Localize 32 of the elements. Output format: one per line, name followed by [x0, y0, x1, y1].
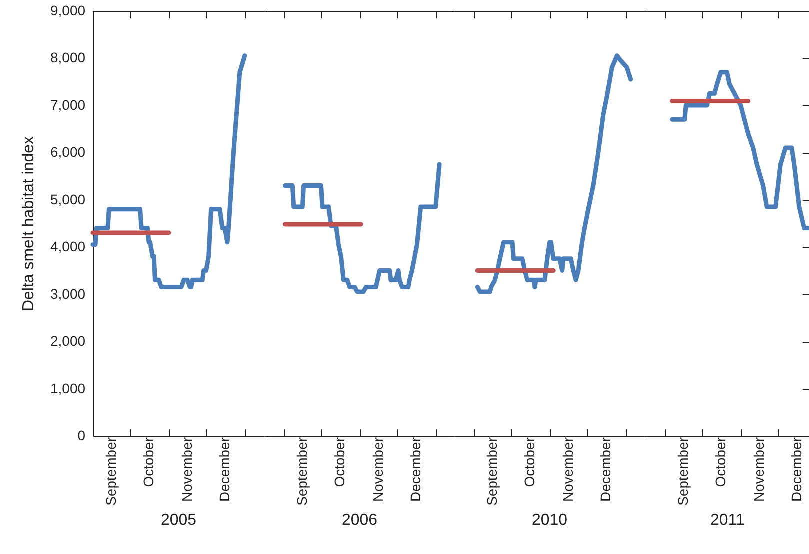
x-tick-label: December	[598, 437, 614, 502]
line-series	[90, 54, 248, 290]
y-tick-label: 6,000	[50, 144, 86, 160]
x-tick-label: December	[216, 437, 232, 502]
x-axis-title: 2011	[710, 512, 745, 529]
y-tick-label: 0	[78, 428, 86, 444]
x-tick-label: November	[370, 437, 386, 502]
y-tick-label: 9,000	[50, 2, 86, 18]
y-tick-label: 5,000	[50, 191, 86, 208]
x-axis-title: 2006	[342, 512, 378, 529]
x-tick-label: November	[179, 437, 196, 502]
y-tick-label: 8,000	[50, 50, 86, 66]
x-tick-label: September	[294, 437, 310, 506]
x-axis-title: 2010	[532, 512, 568, 529]
y-tick-label: 7,000	[50, 96, 86, 113]
y-tick-label: 1,000	[50, 380, 86, 396]
x-tick-label: December	[407, 437, 424, 502]
y-tick-label: 2,000	[50, 333, 86, 350]
x-tick-label: December	[788, 437, 804, 502]
y-axis-title: Delta smelt habitat index	[20, 136, 38, 312]
x-axis-title: 2005	[161, 512, 197, 529]
x-tick-label: September	[484, 437, 500, 506]
x-tick-label: September	[103, 437, 120, 506]
x-tick-label: October	[522, 437, 538, 488]
x-tick-label: October	[140, 437, 157, 488]
x-tick-label: September	[674, 437, 691, 506]
y-tick-label: 4,000	[50, 238, 86, 255]
x-tick-label: November	[560, 437, 576, 502]
x-tick-label: November	[750, 437, 767, 502]
x-tick-label: October	[331, 437, 348, 488]
x-tick-label: October	[712, 437, 728, 488]
y-tick-label: 3,000	[50, 286, 86, 302]
